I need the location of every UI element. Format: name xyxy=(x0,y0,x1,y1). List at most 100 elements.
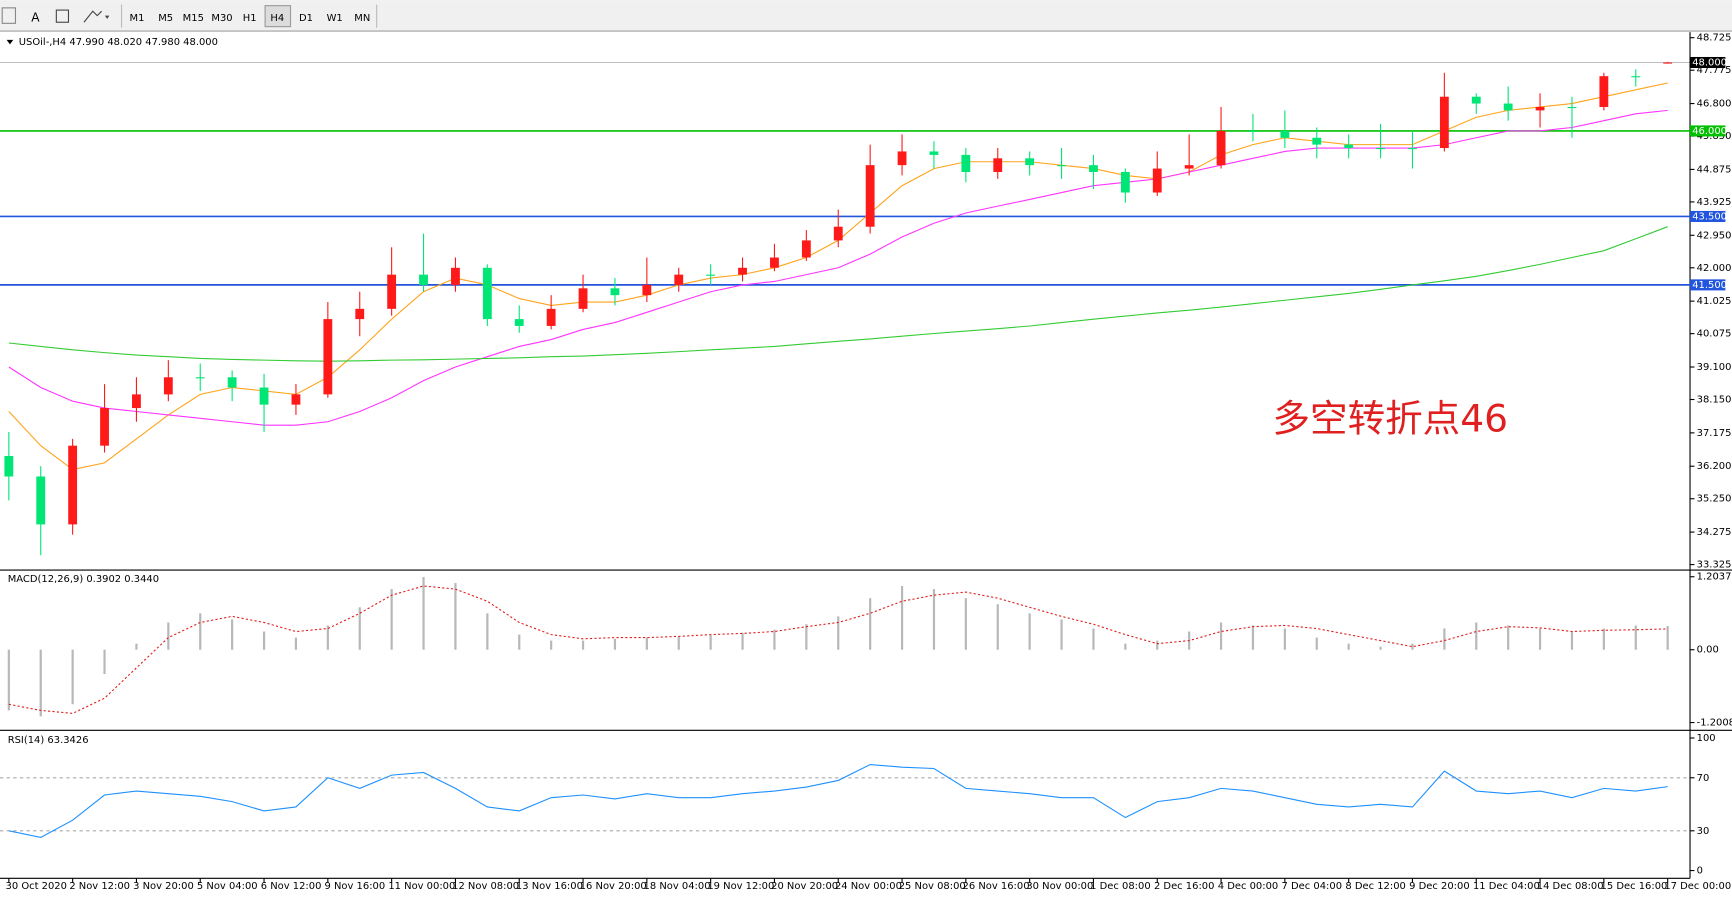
macd-bar xyxy=(645,637,648,650)
indicator-line xyxy=(8,109,1668,426)
candle-body xyxy=(610,288,620,296)
macd-bar xyxy=(262,631,266,650)
candle-body xyxy=(100,408,109,446)
level-label-box xyxy=(1690,279,1726,291)
candle-body xyxy=(1376,148,1385,150)
macd-bar xyxy=(71,649,74,705)
candle-body xyxy=(961,154,971,172)
timeframe-button[interactable]: D1 xyxy=(299,13,313,24)
macd-bar xyxy=(1251,625,1255,650)
candle-body xyxy=(387,274,397,309)
y-tick-label: 47.775 xyxy=(1697,65,1732,76)
x-tick-label: 18 Nov 04:00 xyxy=(644,881,711,892)
font-button[interactable]: A xyxy=(31,10,40,24)
y-tick-label: 0 xyxy=(1697,866,1703,877)
macd-bar xyxy=(422,576,425,650)
macd-bar xyxy=(294,637,298,650)
candle-body xyxy=(291,394,301,405)
macd-header: MACD(12,26,9) 0.3902 0.3440 xyxy=(8,574,159,585)
macd-bar xyxy=(454,583,457,650)
macd-bar xyxy=(390,589,393,650)
macd-bar xyxy=(486,613,489,650)
crosshair-icon[interactable] xyxy=(1,7,17,24)
y-tick-label: 36.200 xyxy=(1697,461,1732,472)
level-label: 43.500 xyxy=(1692,211,1727,222)
macd-bar xyxy=(869,598,872,650)
timeframe-button[interactable]: W1 xyxy=(327,13,343,24)
candle-body xyxy=(738,267,747,275)
macd-bar xyxy=(518,634,521,650)
candle-body xyxy=(578,288,588,309)
macd-bar xyxy=(1379,646,1382,650)
macd-bar xyxy=(1060,619,1063,650)
timeframe-button[interactable]: M30 xyxy=(211,13,232,24)
timeframe-button[interactable]: H1 xyxy=(243,13,257,24)
macd-bar xyxy=(1315,637,1318,650)
timeframe-button[interactable]: M1 xyxy=(130,13,145,24)
level-label-box xyxy=(1690,125,1726,137)
macd-bar xyxy=(1602,628,1605,650)
y-tick-label: 44.875 xyxy=(1697,164,1732,175)
macd-bar xyxy=(837,616,840,650)
active-timeframe xyxy=(264,5,292,28)
macd-bar xyxy=(1347,643,1350,650)
level-label-box xyxy=(1690,56,1726,69)
chart-area xyxy=(0,32,1732,895)
timeframe-button[interactable]: M5 xyxy=(158,13,173,24)
x-tick-label: 12 Nov 08:00 xyxy=(452,881,519,892)
y-tick-label: 100 xyxy=(1697,733,1716,744)
y-tick-label: 34.275 xyxy=(1697,527,1732,538)
timeframe-button[interactable]: H4 xyxy=(270,13,284,24)
symbol-header: USOil-,H4 47.990 48.020 47.980 48.000 xyxy=(19,37,218,48)
macd-bar xyxy=(1475,622,1478,650)
candle-body xyxy=(1216,130,1226,166)
x-tick-label: 9 Dec 20:00 xyxy=(1409,881,1470,892)
x-tick-label: 17 Dec 00:00 xyxy=(1664,881,1731,892)
x-tick-label: 30 Nov 00:00 xyxy=(1026,881,1093,892)
candle-body xyxy=(546,308,556,326)
y-tick-label: 0.00 xyxy=(1697,645,1719,656)
x-tick-label: 1 Dec 08:00 xyxy=(1090,881,1151,892)
candle-body xyxy=(259,387,269,405)
candle-body xyxy=(1599,76,1609,107)
dropdown-arrow[interactable] xyxy=(104,15,110,19)
candle-body xyxy=(706,274,716,276)
x-tick-label: 26 Nov 16:00 xyxy=(963,881,1030,892)
candle-body xyxy=(642,284,652,296)
macd-bar xyxy=(996,604,999,650)
candle-body xyxy=(1503,103,1513,111)
macd-bar xyxy=(773,629,776,650)
collapse-arrow[interactable] xyxy=(6,39,14,45)
x-tick-label: 14 Dec 08:00 xyxy=(1537,881,1604,892)
candle-body xyxy=(1089,165,1098,172)
candle-body xyxy=(1344,144,1354,149)
x-tick-label: 5 Nov 04:00 xyxy=(197,881,258,892)
candle-body xyxy=(132,394,141,409)
candle-body xyxy=(68,445,78,525)
candle-body xyxy=(195,377,205,379)
level-label-box xyxy=(1690,210,1726,222)
y-tick-label: 41.025 xyxy=(1697,296,1732,307)
x-tick-label: 19 Nov 12:00 xyxy=(707,881,774,892)
macd-bar xyxy=(358,607,361,650)
timeframe-button[interactable]: MN xyxy=(354,13,370,24)
x-tick-label: 8 Dec 12:00 xyxy=(1345,881,1406,892)
x-tick-label: 7 Dec 04:00 xyxy=(1282,881,1343,892)
y-tick-label: 38.150 xyxy=(1697,395,1732,406)
x-tick-label: 2 Dec 16:00 xyxy=(1154,881,1215,892)
candle-body xyxy=(1663,62,1673,64)
text-label-icon[interactable] xyxy=(55,9,70,23)
timeframe-button[interactable]: M15 xyxy=(183,13,204,24)
macd-bar xyxy=(1028,613,1031,650)
x-tick-label: 16 Nov 20:00 xyxy=(580,881,647,892)
candle-body xyxy=(36,476,46,525)
candle-body xyxy=(801,240,811,258)
y-tick-label: 37.175 xyxy=(1697,428,1732,439)
candle-body xyxy=(163,377,173,395)
y-tick-label: 70 xyxy=(1697,773,1710,784)
candle-body xyxy=(1152,168,1162,193)
candle-body xyxy=(674,274,684,285)
macd-bar xyxy=(1219,622,1223,650)
objects-icon[interactable] xyxy=(83,10,103,23)
